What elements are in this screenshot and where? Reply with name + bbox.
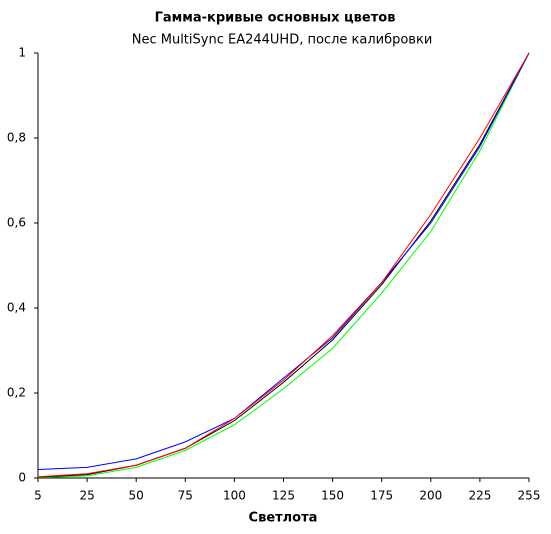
x-tick-label: 100 [223, 489, 246, 503]
chart-subtitle: Nec MultiSync EA244UHD, после калибровки [132, 33, 433, 48]
x-tick-label: 255 [518, 489, 541, 503]
x-tick-label: 50 [129, 489, 144, 503]
y-tick-label: 0,4 [7, 301, 26, 315]
x-tick-label: 225 [468, 489, 491, 503]
x-tick-label: 150 [321, 489, 344, 503]
x-tick-label: 5 [34, 489, 42, 503]
y-tick-label: 1 [18, 46, 26, 60]
line-series [37, 52, 530, 478]
x-tick-label: 75 [178, 489, 193, 503]
line-series [37, 52, 530, 470]
line-series [37, 52, 530, 479]
y-tick-label: 0 [18, 471, 26, 485]
chart-title: Гамма-кривые основных цветов [155, 11, 396, 26]
x-tick-label: 175 [370, 489, 393, 503]
x-axis-label: Светлота [249, 511, 318, 526]
line-series [37, 52, 530, 478]
x-tick-label: 25 [79, 489, 94, 503]
y-tick-label: 0,8 [7, 131, 26, 145]
x-tick-label: 125 [272, 489, 295, 503]
x-tick-label: 200 [419, 489, 442, 503]
y-tick-label: 0,6 [7, 216, 26, 230]
y-tick-label: 0,2 [7, 386, 26, 400]
